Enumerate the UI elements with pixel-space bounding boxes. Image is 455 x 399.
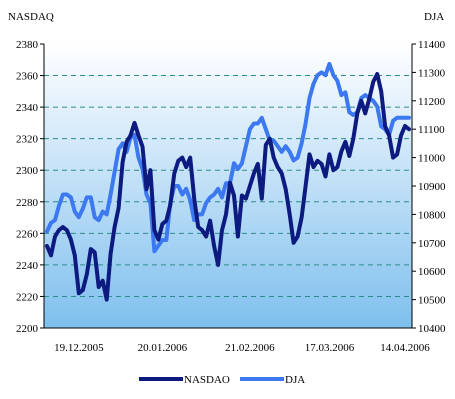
series-layer (45, 61, 411, 302)
left-tick-label: 2260 (16, 228, 39, 240)
x-tick-label: 14.04.2006 (380, 342, 430, 354)
left-tick-label: 2380 (16, 39, 39, 51)
left-tick-label: 2340 (16, 102, 39, 114)
right-tick-label: 11400 (418, 39, 446, 51)
right-axis-title: DJA (424, 11, 444, 23)
series-line-nasdao (45, 72, 411, 302)
legend-label-dja: DJA (285, 374, 305, 386)
left-tick-label: 2280 (16, 197, 39, 209)
x-tick-label: 17.03.2006 (305, 342, 355, 354)
left-tick-label: 2240 (16, 260, 39, 272)
legend-label-nasdao: NASDAO (184, 374, 230, 386)
x-tick-label: 19.12.2005 (54, 342, 104, 354)
left-tick-label: 2220 (16, 291, 39, 303)
right-tick-label: 10700 (418, 238, 446, 250)
right-tick-label: 10400 (418, 323, 446, 335)
left-tick-label: 2360 (16, 71, 39, 83)
left-axis-title: NASDAQ (8, 11, 54, 23)
right-tick-label: 11100 (418, 124, 445, 136)
right-tick-label: 11000 (418, 153, 446, 165)
left-tick-label: 2320 (16, 134, 39, 146)
x-tick-label: 20.01.2006 (138, 342, 188, 354)
right-tick-label: 10900 (418, 181, 446, 193)
left-tick-label: 2300 (16, 165, 39, 177)
right-tick-label: 11200 (418, 96, 446, 108)
legend: NASDAO DJA (139, 374, 305, 386)
right-tick-label: 10600 (418, 266, 446, 278)
x-tick-label: 21.02.2006 (225, 342, 275, 354)
right-tick-label: 10500 (418, 295, 446, 307)
right-tick-label: 11300 (418, 67, 446, 79)
right-tick-label: 10800 (418, 209, 446, 221)
axes: 2200 2220 2240 2260 2280 2300 2320 2340 2360 2380… (16, 39, 446, 354)
left-tick-label: 2200 (16, 323, 39, 335)
